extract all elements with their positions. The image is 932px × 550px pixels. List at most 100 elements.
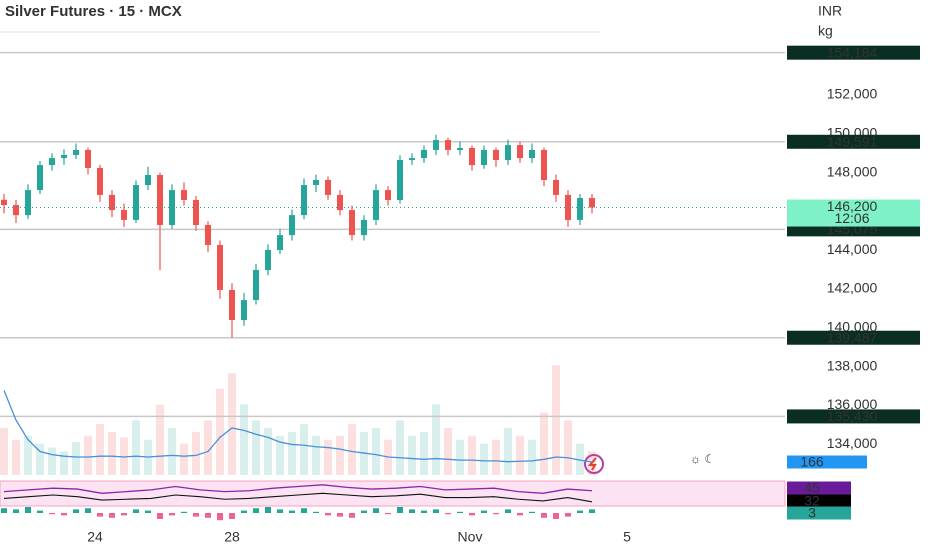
volume-bar — [216, 388, 224, 475]
level-label: 149,591 — [827, 133, 878, 149]
y-tick-label: 136,000 — [827, 396, 878, 412]
candle-body — [349, 210, 355, 236]
signal-label-box — [787, 494, 851, 508]
last-price-box — [787, 199, 920, 227]
candle-body — [157, 174, 163, 225]
volume-bar — [540, 412, 548, 475]
histogram-bar — [565, 513, 571, 517]
rsi-label-box — [787, 481, 851, 495]
candle-body — [553, 179, 559, 195]
histogram-bar — [409, 509, 415, 513]
volume-bar — [336, 435, 344, 475]
histogram-bar — [421, 510, 427, 513]
level-label-box — [787, 45, 920, 60]
volume-ma-line — [3, 390, 593, 463]
volume-bar — [60, 451, 68, 475]
level-label: 135,430 — [827, 408, 878, 424]
volume-bar — [420, 431, 428, 475]
histogram-bar — [1, 508, 7, 513]
volume-bar — [96, 424, 104, 475]
histogram-bar — [277, 509, 283, 513]
candle-body — [241, 300, 247, 321]
candle-body — [433, 140, 439, 150]
volume-bar — [312, 435, 320, 475]
histogram-bar — [229, 513, 235, 519]
candle-body — [229, 289, 235, 321]
candle-body — [469, 147, 475, 166]
histogram-bar — [313, 511, 319, 513]
volume-bar — [240, 404, 248, 475]
x-tick-label: 28 — [224, 529, 240, 545]
volume-bar — [492, 439, 500, 475]
histogram-bar — [241, 510, 247, 513]
volume-bar — [264, 427, 272, 475]
chart-title: Silver Futures · 15 · MCX — [5, 3, 182, 20]
candle-body — [301, 185, 307, 216]
volume-bar — [48, 447, 56, 475]
histogram-bar — [529, 511, 535, 513]
volume-bar — [324, 439, 332, 475]
histogram-bar — [121, 513, 127, 516]
histogram-bar — [145, 510, 151, 513]
volume-bar — [516, 435, 524, 475]
histogram-bar — [505, 509, 511, 513]
histogram-bar — [37, 510, 43, 513]
histogram-bar — [85, 508, 91, 513]
candle-body — [373, 190, 379, 220]
rsi-line — [3, 484, 593, 494]
y-tick-label: 140,000 — [827, 318, 878, 334]
volume-bar — [0, 427, 8, 475]
volume-bar — [348, 424, 356, 475]
volume-bar — [180, 443, 188, 475]
volume-bar — [108, 431, 116, 475]
volume-bar — [72, 442, 80, 475]
volume-bar — [204, 420, 212, 475]
histogram-bar — [169, 513, 175, 516]
candle-body — [397, 160, 403, 200]
candle-body — [313, 179, 319, 186]
histogram-bar — [541, 513, 547, 518]
candle-body — [193, 199, 199, 225]
histogram-bar — [349, 513, 355, 518]
candle-body — [181, 190, 187, 200]
volume-bar — [228, 373, 236, 475]
candle-body — [277, 235, 283, 251]
candle-body — [133, 185, 139, 220]
histogram-bar — [97, 513, 103, 517]
candle-body — [445, 140, 451, 150]
candle-body — [421, 149, 427, 159]
histogram-bar — [433, 509, 439, 513]
volume-bar — [576, 443, 584, 475]
histogram-bar — [61, 513, 67, 516]
alert-bolt — [587, 457, 597, 471]
candle-body — [145, 174, 151, 186]
histogram-bar — [397, 507, 403, 513]
y-tick-label: 142,000 — [827, 280, 878, 296]
level-label: 139,487 — [827, 329, 878, 345]
oscillator-band — [0, 480, 786, 507]
rsi-label: 45 — [804, 480, 820, 496]
candle-body — [265, 250, 271, 270]
candle-body — [361, 219, 367, 236]
x-tick-label: Nov — [458, 529, 483, 545]
volume-bar — [132, 420, 140, 475]
histogram-bar — [361, 510, 367, 513]
volume-bar — [156, 404, 164, 475]
y-tick-label: 144,000 — [827, 241, 878, 257]
volume-bar — [564, 420, 572, 475]
candle-body — [493, 149, 499, 161]
candle-body — [325, 179, 331, 195]
candle-body — [109, 194, 115, 211]
histogram-bar — [517, 513, 523, 516]
volume-ma-label-box — [787, 455, 867, 469]
histogram-bar — [385, 513, 391, 515]
level-label: 154,184 — [827, 44, 878, 60]
candle-body — [457, 147, 463, 150]
candle-body — [205, 224, 211, 245]
volume-ma-label: 166 — [800, 454, 824, 470]
volume-bar — [84, 435, 92, 475]
candle-body — [577, 198, 583, 220]
candle-body — [37, 165, 43, 191]
volume-bar — [276, 435, 284, 475]
